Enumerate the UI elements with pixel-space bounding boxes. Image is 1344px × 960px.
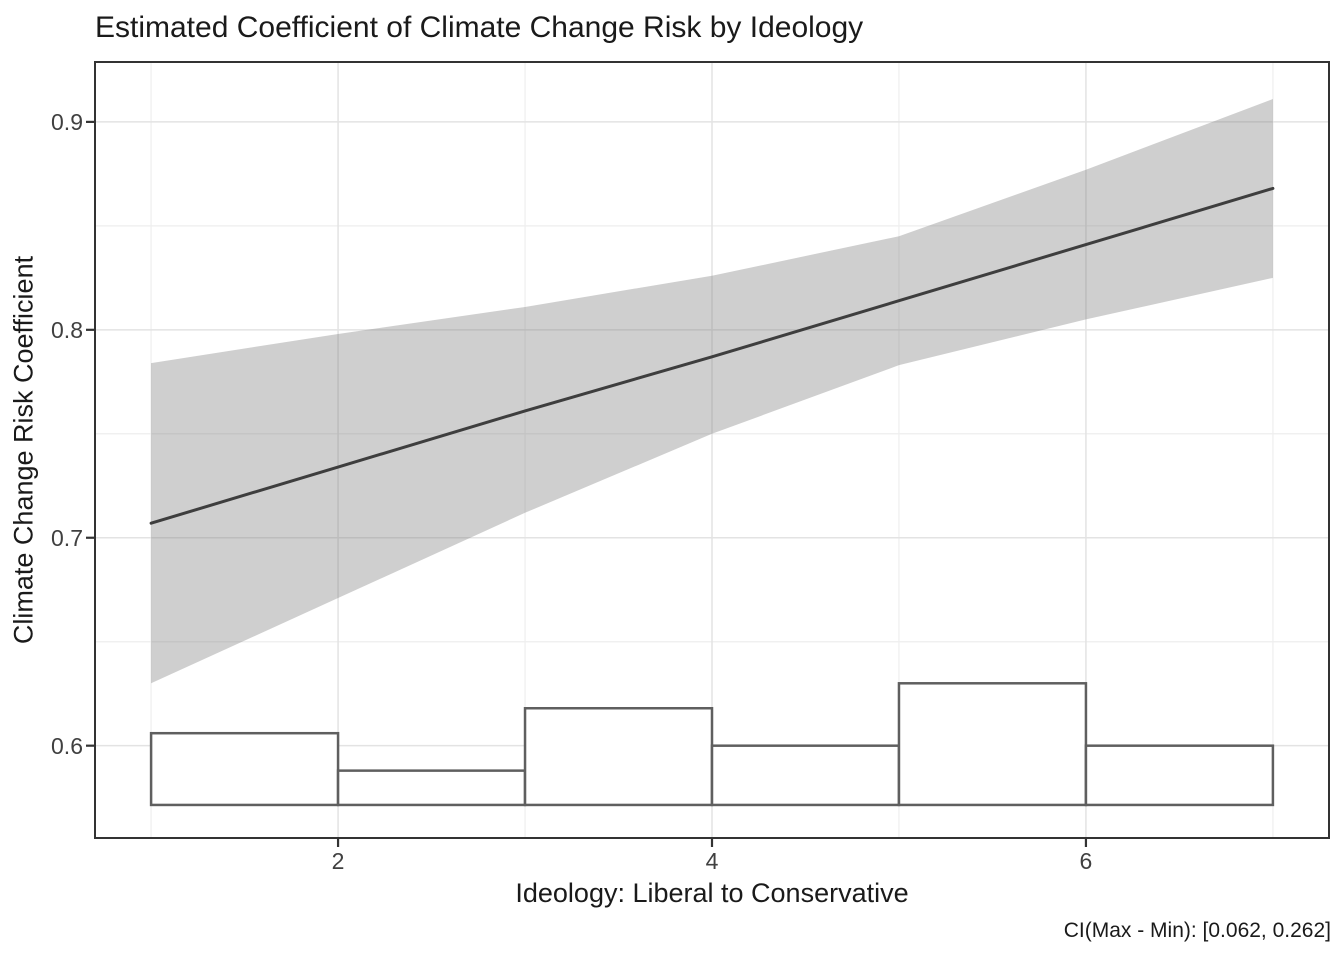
y-axis-title: Climate Change Risk Coefficient [8,255,39,645]
histogram-bar [897,682,1088,807]
x-axis-title: Ideology: Liberal to Conservative [515,878,909,908]
histogram-bar [523,707,714,807]
x-tick-label: 6 [1079,848,1093,874]
chart-title: Estimated Coefficient of Climate Change … [95,11,864,44]
histogram-bar [710,744,901,807]
histogram-bar [336,769,527,807]
y-tick-label: 0.9 [51,108,83,135]
histogram-bar [1084,744,1275,807]
y-tick-label: 0.8 [51,316,83,343]
x-tick-label: 4 [705,848,719,874]
y-tick-label: 0.6 [51,732,83,759]
y-tick-label: 0.7 [51,524,83,551]
confidence-band [151,99,1273,684]
histogram-bar [149,731,340,807]
regression-line [149,186,1275,525]
caption-text: CI(Max - Min): [0.062, 0.262] [1063,919,1331,942]
panel-border [94,61,1330,839]
x-tick-label: 2 [331,848,345,874]
